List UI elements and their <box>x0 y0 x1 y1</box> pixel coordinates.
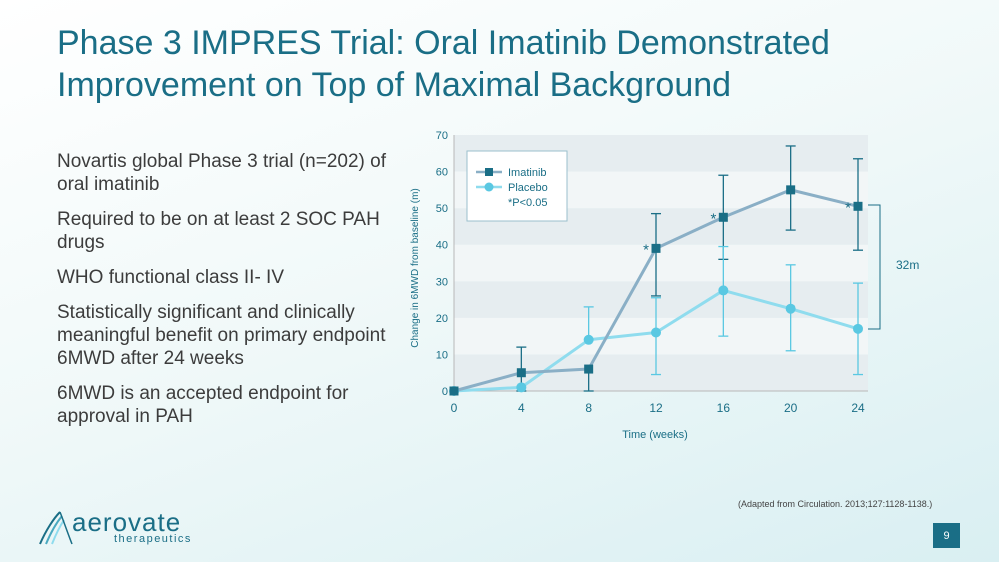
y-tick-label: 60 <box>436 167 448 179</box>
logo-wordmark: aerovate <box>72 507 182 537</box>
x-tick-label: 8 <box>585 401 592 415</box>
data-point-placebo <box>785 303 796 314</box>
logo-subtitle: therapeutics <box>114 533 192 545</box>
x-tick-label: 20 <box>784 401 798 415</box>
data-point-imatinib <box>449 386 459 396</box>
page-number: 9 <box>933 523 960 548</box>
y-tick-label: 0 <box>442 386 448 398</box>
x-tick-label: 0 <box>451 401 458 415</box>
x-tick-label: 12 <box>649 401 663 415</box>
data-point-placebo <box>718 285 729 296</box>
data-point-placebo <box>853 323 863 334</box>
difference-bracket <box>868 204 881 330</box>
y-tick-label: 50 <box>436 203 448 215</box>
bullet-item: WHO functional class II- IV <box>57 267 285 288</box>
legend: Imatinib Placebo *P<0.05 <box>466 150 568 222</box>
x-tick-label: 24 <box>851 401 865 415</box>
source-citation: (Adapted from Circulation. 2013;127:1128… <box>738 499 933 509</box>
data-point-placebo <box>516 382 527 393</box>
x-ticks: 0 4 8 12 16 20 24 <box>451 401 865 415</box>
data-point-imatinib <box>584 364 594 374</box>
bullet-list: Novartis global Phase 3 trial (n=202) of… <box>57 150 392 440</box>
series-layer: * * * <box>449 145 863 396</box>
significance-marker: * <box>845 199 851 216</box>
data-point-placebo <box>651 327 661 338</box>
y-tick-label: 10 <box>436 349 448 361</box>
data-point-imatinib <box>853 201 863 211</box>
data-point-placebo <box>583 334 594 345</box>
chart-band <box>454 244 868 282</box>
legend-imatinib-label: Imatinib <box>508 167 547 179</box>
data-point-imatinib <box>786 185 796 195</box>
x-tick-label: 16 <box>717 401 731 415</box>
bullet-item: 6MWD is an accepted endpoint for approva… <box>57 383 349 427</box>
aerovate-logo-icon <box>39 511 73 545</box>
legend-imatinib-marker <box>485 168 493 176</box>
y-tick-label: 70 <box>436 130 448 142</box>
bullet-item: Required to be on at least 2 SOC PAH dru… <box>57 209 380 253</box>
chart-band <box>454 317 868 355</box>
difference-annotation: 32m <box>896 258 919 272</box>
significance-marker: * <box>643 241 649 258</box>
legend-placebo-marker <box>484 182 494 192</box>
legend-placebo-label: Placebo <box>508 182 548 194</box>
data-point-imatinib <box>516 368 526 378</box>
slide-title: Phase 3 IMPRES Trial: Oral Imatinib Demo… <box>57 24 830 104</box>
y-tick-label: 30 <box>436 276 448 288</box>
x-axis-label: Time (weeks) <box>622 429 688 441</box>
data-point-imatinib <box>718 212 728 222</box>
significance-marker: * <box>710 210 716 227</box>
legend-significance-note: *P<0.05 <box>508 197 547 209</box>
bullet-item: Novartis global Phase 3 trial (n=202) of… <box>57 151 386 195</box>
y-axis-label: Change in 6MWD from baseline (m) <box>410 188 421 348</box>
y-tick-label: 20 <box>436 313 448 325</box>
bullet-item: Statistically significant and clinically… <box>57 302 386 369</box>
x-tick-label: 4 <box>518 401 525 415</box>
data-point-imatinib <box>651 243 661 253</box>
y-ticks: 0 10 20 30 40 50 60 70 <box>436 130 448 398</box>
y-tick-label: 40 <box>436 240 448 252</box>
